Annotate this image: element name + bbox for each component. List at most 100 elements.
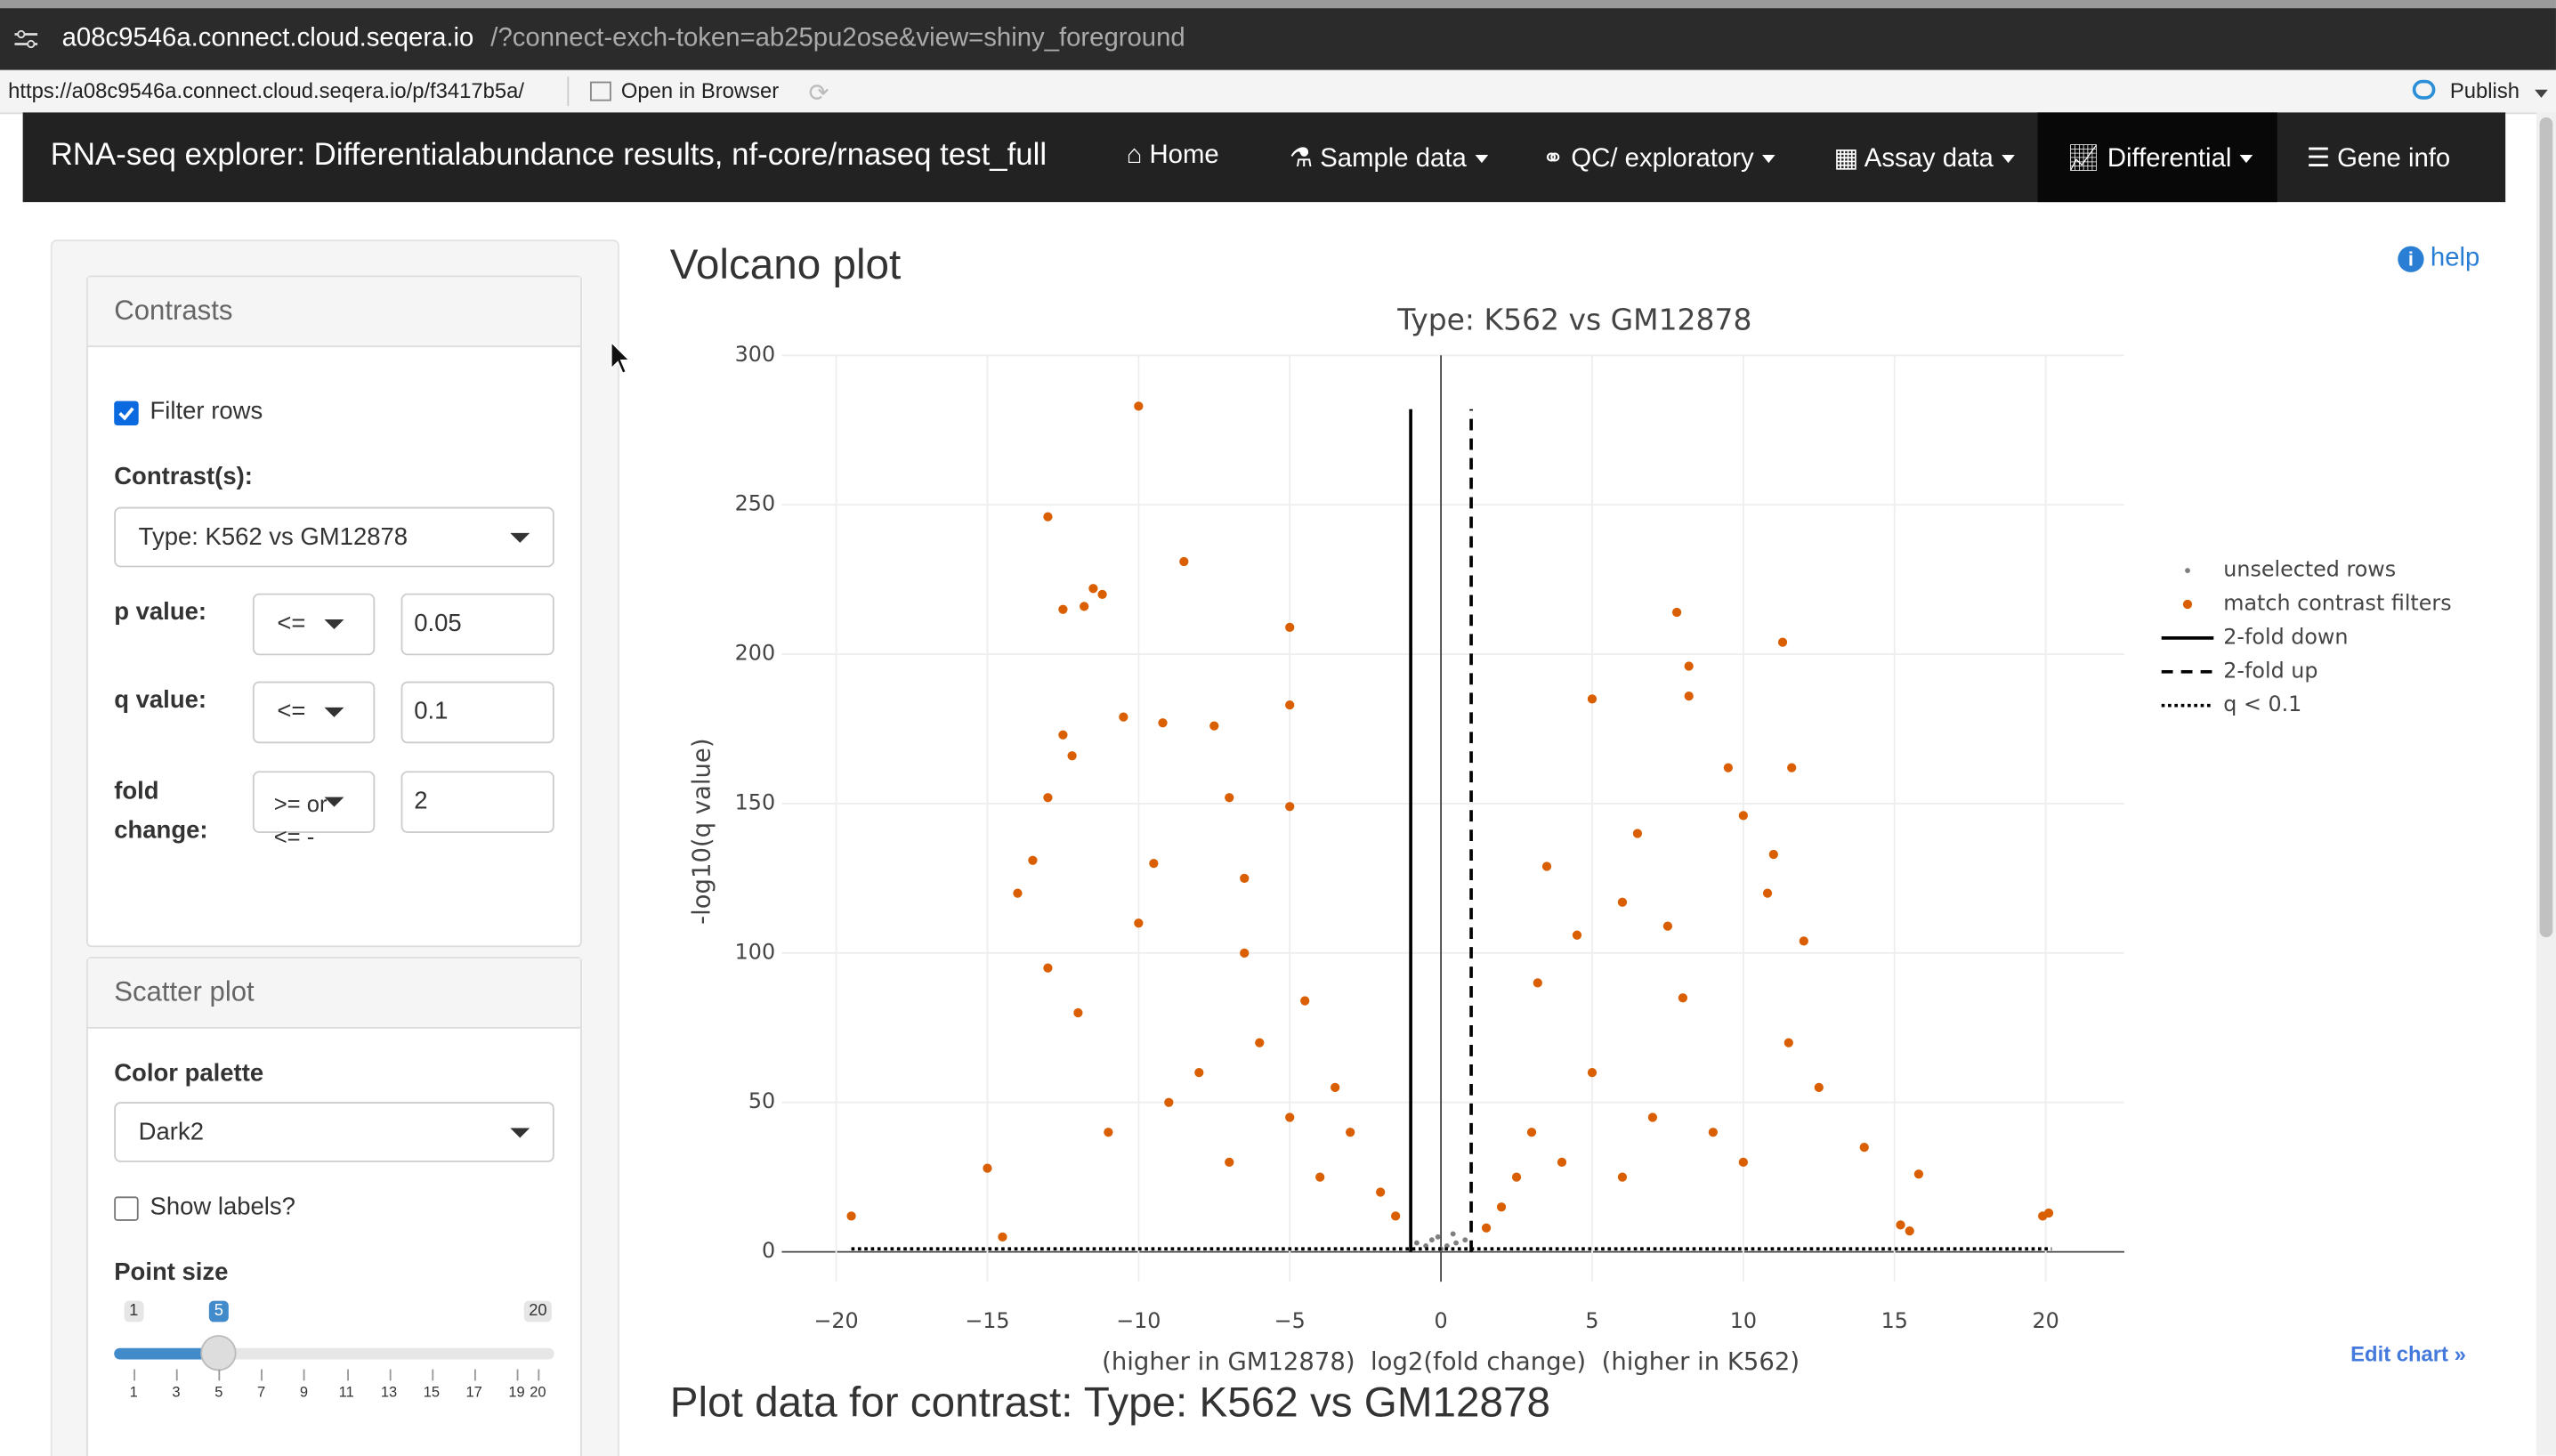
scroll-thumb[interactable] xyxy=(2539,117,2553,938)
filter-checkbox[interactable] xyxy=(114,400,139,426)
point xyxy=(1738,811,1748,821)
open-in-browser[interactable]: Open in Browser xyxy=(620,77,780,103)
nav-item[interactable]: ⚗ Sample data xyxy=(1290,142,1488,174)
select-value[interactable]: Dark2 xyxy=(138,1118,204,1146)
labels-label[interactable]: Show labels? xyxy=(150,1193,295,1221)
point xyxy=(1225,1157,1234,1168)
panel-header: Scatter plot xyxy=(87,958,581,1029)
point xyxy=(1413,1240,1420,1246)
p-input[interactable]: 0.05 xyxy=(400,593,554,656)
publish-caret[interactable] xyxy=(2535,89,2548,98)
point xyxy=(1617,897,1628,907)
point xyxy=(1331,1082,1340,1093)
y-tick-label: 300 xyxy=(735,342,775,367)
slider-tick xyxy=(389,1369,391,1381)
point xyxy=(1134,918,1144,928)
select-value[interactable]: <= xyxy=(277,610,306,638)
slider-tick xyxy=(303,1369,306,1381)
fc-input[interactable]: 2 xyxy=(400,771,554,833)
publish[interactable]: Publish xyxy=(2449,77,2520,103)
x-tick-label: 5 xyxy=(1585,1308,1598,1333)
point xyxy=(2038,1211,2048,1221)
url-host[interactable]: a08c9546a.connect.cloud.seqera.io xyxy=(61,24,474,53)
refresh-icon[interactable]: ⟳ xyxy=(808,79,829,108)
point xyxy=(1444,1242,1450,1249)
labels-checkbox[interactable] xyxy=(114,1196,139,1221)
filter-label[interactable]: Filter rows xyxy=(150,397,263,426)
site-icon[interactable] xyxy=(13,28,39,51)
nav-item[interactable]: ☰ Gene info xyxy=(2306,145,2451,174)
point xyxy=(1587,694,1598,704)
point xyxy=(1462,1237,1468,1243)
point xyxy=(1285,700,1295,710)
slider-value: 5 xyxy=(209,1300,229,1323)
slider-tick-label: 17 xyxy=(465,1384,482,1401)
address-bar[interactable]: a08c9546a.connect.cloud.seqera.io /?conn… xyxy=(0,8,2556,70)
slider-tick-label: 3 xyxy=(172,1384,181,1401)
point xyxy=(1058,730,1068,740)
publish-icon[interactable] xyxy=(2412,79,2436,100)
point xyxy=(1149,858,1159,869)
x-tick-label: 10 xyxy=(1730,1308,1757,1333)
y-tick-label: 0 xyxy=(762,1238,775,1263)
x-tick-label: 15 xyxy=(1881,1308,1908,1333)
nav-label[interactable]: Assay data xyxy=(1864,145,1994,174)
edit-chart[interactable]: Edit chart » xyxy=(2350,1341,2466,1366)
point xyxy=(1428,1237,1435,1243)
select-value[interactable]: Type: K562 vs GM12878 xyxy=(138,522,408,552)
nav-label[interactable]: QC/ exploratory xyxy=(1571,145,1754,174)
open-icon[interactable] xyxy=(590,81,611,101)
point xyxy=(1043,512,1053,522)
legend-marker xyxy=(2185,568,2190,573)
contrast-select[interactable]: Type: K562 vs GM12878 xyxy=(114,506,554,568)
point xyxy=(1043,963,1053,973)
legend-label: 2-fold up xyxy=(2223,658,2317,683)
app-title[interactable]: RNA-seq explorer: Differentialabundance … xyxy=(50,138,1047,174)
nav-label[interactable]: Home xyxy=(1149,142,1219,170)
y-axis-label: -log10(q value) xyxy=(688,738,716,924)
nav-label[interactable]: Gene info xyxy=(2337,145,2451,174)
q-input[interactable]: 0.1 xyxy=(400,681,554,744)
point xyxy=(1762,888,1773,898)
palette-select[interactable]: Dark2 xyxy=(114,1102,554,1162)
point xyxy=(1777,637,1788,647)
point xyxy=(1526,1128,1537,1137)
slider-tick-label: 20 xyxy=(530,1384,546,1401)
help-icon[interactable]: i xyxy=(2398,246,2424,272)
point xyxy=(1533,978,1542,988)
y-tick-label: 250 xyxy=(735,491,775,516)
mouse-cursor xyxy=(611,340,631,375)
help-link[interactable]: help xyxy=(2430,244,2480,272)
fc-label: fold change: xyxy=(114,777,208,845)
nav-label[interactable]: Sample data xyxy=(1320,145,1467,174)
select-value[interactable]: <= xyxy=(277,697,306,726)
nav-item[interactable]: ⚭ QC/ exploratory xyxy=(1542,142,1775,174)
point xyxy=(1104,1128,1113,1137)
point xyxy=(1587,1068,1598,1078)
legend-label: match contrast filters xyxy=(2223,590,2451,615)
point xyxy=(1255,1038,1265,1048)
slider-tick xyxy=(538,1369,540,1381)
nav-active-bg xyxy=(2037,112,2277,203)
point xyxy=(1814,1082,1824,1093)
panel-header: Contrasts xyxy=(87,277,581,348)
point xyxy=(1768,849,1778,860)
point xyxy=(1723,763,1733,772)
slider-fill[interactable] xyxy=(114,1347,219,1360)
y-tick-label: 100 xyxy=(735,939,775,964)
select-value[interactable]: >= or <= - xyxy=(273,790,328,850)
url-rest[interactable]: /?connect-exch-token=ab25pu2ose&view=shi… xyxy=(490,24,1185,53)
sidebar: Contrasts Filter rows Contrast(s): Type:… xyxy=(50,239,620,1456)
nav-item[interactable]: 📈︎ Differential xyxy=(2067,142,2253,174)
p-op-select[interactable]: <= xyxy=(252,593,376,656)
nav-item[interactable]: ⌂ Home xyxy=(1126,142,1219,170)
slider-tick-label: 19 xyxy=(508,1384,525,1401)
q-op-select[interactable]: <= xyxy=(252,681,376,744)
point xyxy=(1511,1172,1522,1182)
nav-item[interactable]: ▦ Assay data xyxy=(1834,142,2015,174)
navbar: RNA-seq explorer: Differentialabundance … xyxy=(22,112,2506,203)
fc-op-select[interactable]: >= or <= - xyxy=(252,771,376,849)
nav-label[interactable]: Differential xyxy=(2107,145,2232,174)
